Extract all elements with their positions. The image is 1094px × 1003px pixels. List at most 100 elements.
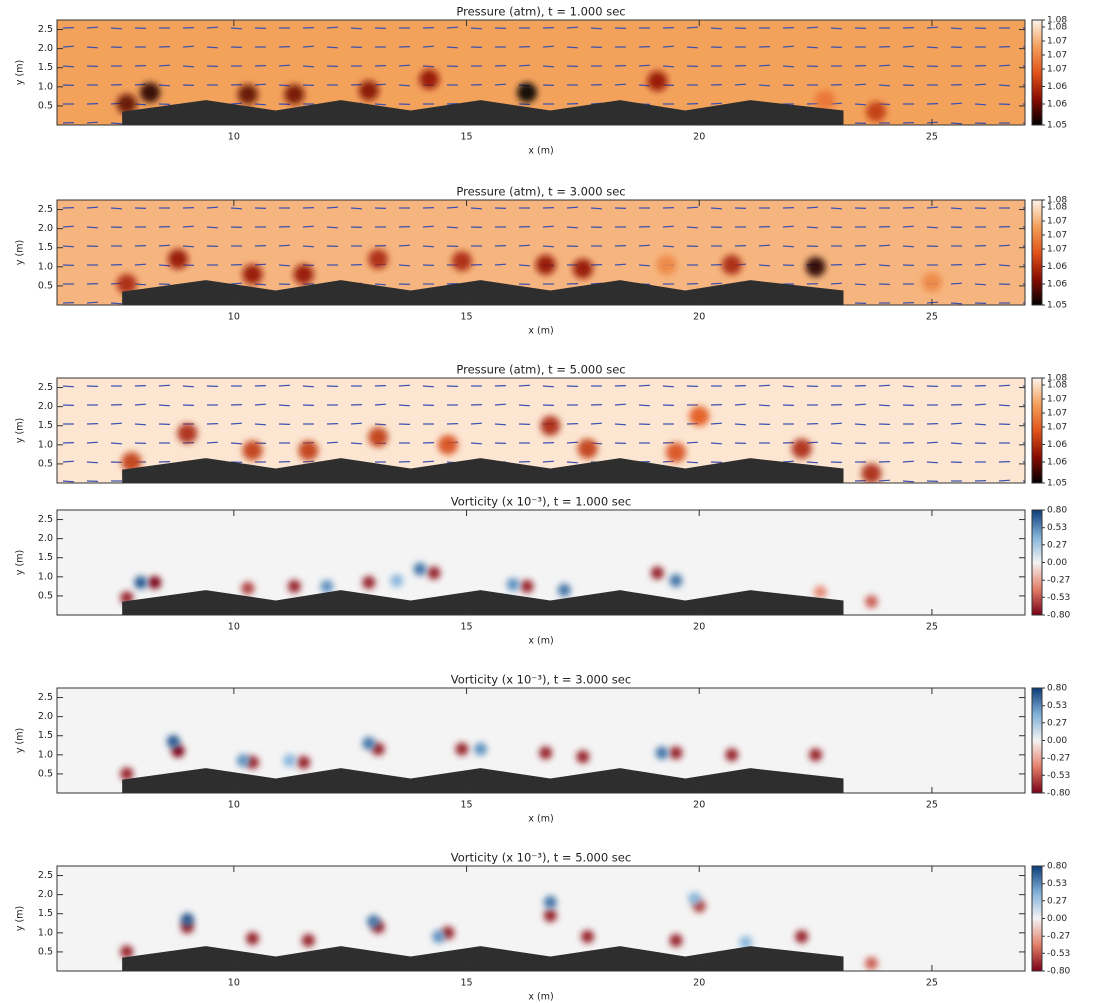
- vortex: [116, 94, 137, 114]
- vortex: [543, 895, 557, 909]
- colorbar-tick-label: 1.05: [1047, 301, 1067, 311]
- flow-arrow: [950, 122, 963, 125]
- flow-arrow: [518, 264, 531, 267]
- flow-arrow: [638, 84, 651, 87]
- y-tick-label: 2.0: [38, 889, 53, 900]
- flow-arrow: [902, 245, 915, 248]
- plot-area: [57, 688, 1025, 793]
- y-tick-label: 1.0: [38, 927, 53, 938]
- panel: Pressure (atm), t = 3.000 sec 0.5 1.0 1.5 2.…: [15, 185, 1068, 337]
- vortex: [140, 82, 161, 103]
- flow-arrow: [278, 384, 291, 387]
- panel: Vorticity (x 10⁻³), t = 5.000 sec 0.5 1.0 1…: [15, 851, 1071, 1003]
- vortex: [236, 754, 250, 768]
- colorbar: [1031, 199, 1043, 306]
- plot-area: [57, 20, 1025, 125]
- flow-arrow: [470, 27, 483, 30]
- colorbar-tick-label: 1.06: [1047, 262, 1067, 272]
- colorbar-tick-label: -0.27: [1047, 932, 1070, 942]
- vortex: [581, 930, 595, 944]
- flow-arrow: [830, 27, 843, 30]
- x-axis-label: x (m): [528, 636, 553, 647]
- flow-arrow: [230, 102, 243, 105]
- flow-arrow: [782, 460, 795, 463]
- flow-arrow: [830, 207, 843, 210]
- flow-arrow: [86, 226, 99, 229]
- vortex: [650, 566, 664, 580]
- terrain: [122, 590, 844, 615]
- colorbar-tick-label: 1.07: [1047, 65, 1067, 75]
- flow-arrow: [398, 404, 411, 407]
- y-tick-label: 0.5: [38, 280, 53, 291]
- flow-arrow: [686, 461, 699, 464]
- vortex: [455, 742, 469, 756]
- flow-arrow: [398, 264, 411, 267]
- vortex: [121, 452, 142, 472]
- flow-arrow: [542, 460, 555, 463]
- plot-area: [57, 866, 1025, 971]
- x-tick-label: 20: [693, 132, 705, 143]
- colorbar-tick-label: 0.80: [1047, 684, 1067, 694]
- flow-arrow: [902, 480, 915, 483]
- flow-arrow: [350, 207, 363, 210]
- vortex: [358, 80, 379, 101]
- y-tick-label: 1.5: [38, 242, 53, 253]
- vortex: [362, 576, 376, 590]
- flow-arrow: [638, 264, 651, 267]
- colorbar-tick-label: -0.27: [1047, 576, 1070, 586]
- flow-arrow: [566, 206, 579, 209]
- flow-arrow: [470, 442, 483, 445]
- flow-arrow: [614, 423, 627, 426]
- flow-arrow: [686, 441, 699, 444]
- flow-arrow: [398, 384, 411, 387]
- colorbar-tick-label: 1.08: [1047, 23, 1067, 33]
- flow-arrow: [686, 46, 699, 49]
- flow-arrow: [854, 423, 867, 426]
- vortex: [721, 254, 742, 275]
- x-tick-label: 25: [926, 312, 938, 323]
- flow-arrow: [86, 461, 99, 464]
- y-tick-label: 1.5: [38, 908, 53, 919]
- flow-arrow: [758, 264, 771, 267]
- flow-arrow: [998, 404, 1011, 407]
- y-tick-label: 0.5: [38, 100, 53, 111]
- panel: Vorticity (x 10⁻³), t = 1.000 sec 0.5 1.0 1…: [15, 495, 1071, 647]
- vortex: [655, 746, 669, 760]
- flow-arrow: [974, 103, 987, 106]
- colorbar-tick-label: 1.06: [1047, 440, 1067, 450]
- x-tick-label: 10: [228, 312, 240, 323]
- colorbar-tick-label: 1.06: [1047, 82, 1067, 92]
- colorbar-tick-label: -0.80: [1047, 611, 1071, 621]
- colorbar-tick-label: 0.53: [1047, 701, 1067, 711]
- x-tick-label: 15: [460, 622, 472, 633]
- flow-arrow: [86, 301, 99, 304]
- vortex: [134, 576, 148, 590]
- flow-arrow: [110, 122, 123, 125]
- y-tick-label: 2.0: [38, 533, 53, 544]
- flow-arrow: [350, 27, 363, 30]
- flow-arrow: [494, 423, 507, 426]
- flow-arrow: [734, 83, 747, 86]
- colorbar-tick-label: 1.07: [1047, 51, 1067, 61]
- vortex: [451, 251, 472, 272]
- flow-arrow: [230, 207, 243, 210]
- panel-title: Pressure (atm), t = 1.000 sec: [456, 5, 625, 19]
- flow-arrow: [806, 46, 819, 49]
- flow-arrow: [110, 442, 123, 445]
- y-tick-label: 1.5: [38, 62, 53, 73]
- flow-arrow: [86, 121, 99, 124]
- vortex: [669, 574, 683, 588]
- flow-arrow: [182, 65, 195, 68]
- colorbar-tick-label: 0.27: [1047, 540, 1067, 550]
- flow-arrow: [494, 403, 507, 406]
- x-tick-label: 15: [460, 978, 472, 989]
- y-tick-label: 1.5: [38, 730, 53, 741]
- panel: Vorticity (x 10⁻³), t = 3.000 sec 0.5 1.0 1…: [15, 673, 1071, 825]
- flow-arrow: [566, 46, 579, 49]
- flow-arrow: [158, 384, 171, 387]
- flow-arrow: [518, 64, 531, 67]
- flow-arrow: [758, 404, 771, 407]
- plot-area: [57, 200, 1025, 305]
- colorbar-tick-label: 0.80: [1047, 862, 1067, 872]
